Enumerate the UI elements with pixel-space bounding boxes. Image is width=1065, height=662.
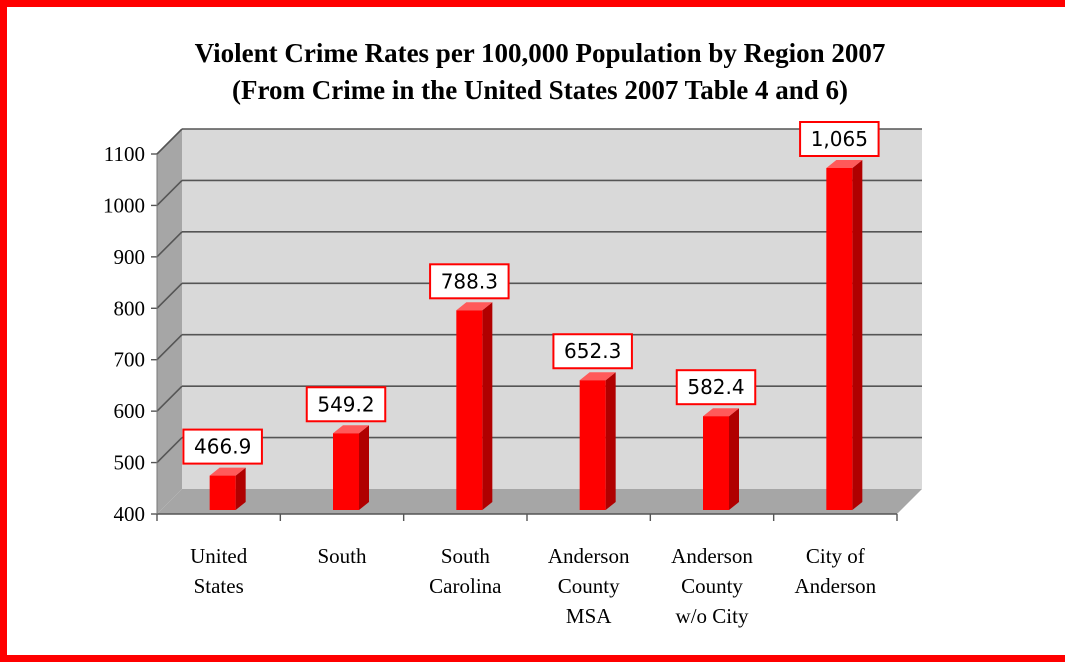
bar-side <box>729 408 739 510</box>
x-category-label: Anderson County MSA <box>548 544 630 628</box>
chart-title: Violent Crime Rates per 100,000 Populati… <box>195 38 886 68</box>
data-label-text: 582.4 <box>687 375 744 399</box>
x-category-label: South Carolina <box>429 544 502 598</box>
plot-background <box>157 129 922 514</box>
bar-top <box>703 408 739 417</box>
data-label: 652.3 <box>552 333 633 370</box>
data-label: 788.3 <box>429 263 510 300</box>
data-label-box <box>182 428 263 465</box>
x-category-label: South <box>317 544 367 568</box>
data-labels: 466.9 549.2 788.3 652.3 582.4 1,065 <box>182 121 880 465</box>
bar-front <box>209 475 236 510</box>
y-axis-ticks: 400 500 600 700 800 900 1000 1100 <box>103 142 157 526</box>
y-tick-label: 600 <box>114 399 146 423</box>
bar-front <box>579 380 606 510</box>
y-tick-label: 400 <box>114 502 146 526</box>
data-label-text: 466.9 <box>194 435 251 459</box>
x-axis-categories: United States South South Carolina Anderson Co… <box>156 514 898 628</box>
bar-front <box>333 433 359 510</box>
bar <box>333 425 369 510</box>
bar-front <box>703 416 729 510</box>
y-tick-label: 900 <box>114 245 146 269</box>
bar-side <box>235 467 246 510</box>
gridline-side <box>156 179 183 206</box>
bar-front <box>826 168 853 510</box>
gridline-side <box>156 334 183 361</box>
y-tick-label: 1000 <box>103 193 145 217</box>
bar-side <box>359 425 369 510</box>
bar-top <box>456 302 493 311</box>
bar-front <box>456 310 483 510</box>
data-label: 1,065 <box>799 121 880 157</box>
bar-side <box>605 372 616 510</box>
data-label: 466.9 <box>182 428 263 465</box>
gridline-side <box>156 282 183 309</box>
y-tick-label: 700 <box>114 348 146 372</box>
bar <box>703 408 739 510</box>
side-wall <box>157 129 182 514</box>
x-category-label: Anderson County w/o City <box>671 544 753 628</box>
bar-top <box>826 160 863 168</box>
gridline-side <box>156 385 183 412</box>
bar <box>579 372 616 510</box>
data-label-text: 549.2 <box>317 392 374 416</box>
bar <box>209 467 246 510</box>
bar <box>456 302 493 510</box>
bar-top <box>209 467 246 476</box>
chart-subtitle: (From Crime in the United States 2007 Ta… <box>232 75 848 105</box>
data-label-box <box>429 263 510 300</box>
x-category-label: United States <box>190 544 248 598</box>
y-tick-label: 800 <box>114 296 146 320</box>
data-label: 582.4 <box>675 369 757 406</box>
back-wall <box>182 129 922 489</box>
bar-top <box>579 372 616 381</box>
gridline-side <box>156 437 183 464</box>
data-label-text: 652.3 <box>564 339 621 363</box>
data-label-text: 1,065 <box>811 127 868 151</box>
gridline-side <box>156 128 183 155</box>
floor-plane <box>157 489 922 514</box>
data-label-text: 788.3 <box>441 269 498 293</box>
data-label-box <box>799 121 880 157</box>
data-label-box <box>552 333 633 370</box>
data-label-box <box>675 369 757 406</box>
y-tick-label: 1100 <box>104 142 145 166</box>
gridlines <box>156 128 922 464</box>
bar <box>826 160 863 510</box>
data-label: 549.2 <box>305 386 387 423</box>
bar-side <box>482 302 493 510</box>
data-label-box <box>305 386 387 423</box>
bar-top <box>333 425 369 434</box>
bar-side <box>852 160 863 510</box>
gridline-side <box>156 231 183 258</box>
x-category-label: City of Anderson <box>795 544 877 598</box>
bars <box>209 160 863 510</box>
y-tick-label: 500 <box>114 451 146 475</box>
